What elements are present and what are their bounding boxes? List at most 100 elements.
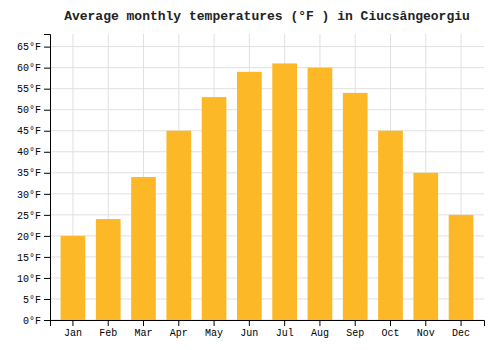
bar [378,131,403,320]
y-tick-mark [44,173,50,174]
grid-line-y [50,109,484,110]
y-tick: 40°F [17,147,50,158]
y-tick: 60°F [17,63,50,74]
x-tick-mark [214,320,215,326]
y-tick-mark [44,110,50,111]
y-tick-mark [44,320,50,321]
x-tick-label: Feb [99,328,117,339]
x-tick-mark [108,320,109,326]
bar [131,177,156,320]
y-tick: 65°F [17,42,50,53]
y-tick-label: 30°F [17,190,41,201]
x-tick-label: Apr [170,328,188,339]
x-tick-label: Jul [276,328,294,339]
y-tick-label: 0°F [23,316,41,327]
grid-line-y [50,130,484,131]
x-tick: Nov [417,320,435,339]
x-tick-mark [249,320,250,326]
x-tick-mark [178,320,179,326]
y-tick-mark [44,47,50,48]
x-tick-mark [355,320,356,326]
y-tick: 45°F [17,126,50,137]
x-tick: Dec [452,320,470,339]
y-tick-label: 20°F [17,232,41,243]
x-axis: Jan Feb Mar Apr May Jun Jul Aug Sep Oct Nov Dec [51,320,485,339]
y-axis: 0°F 5°F 10°F 15°F 20°F 25°F 30°F 35°F 40°F 45°F 50… [17,35,51,327]
y-tick-label: 25°F [17,211,41,222]
y-tick: 35°F [17,168,50,179]
x-tick-label: Aug [311,328,329,339]
bar [237,72,262,320]
bars [61,63,474,320]
grid-line-y [50,46,484,47]
x-tick-label: Jan [64,328,82,339]
x-tick-label: May [205,328,223,339]
bar [449,215,474,320]
x-tick: Mar [134,320,152,339]
y-tick-mark [44,194,50,195]
x-tick: Apr [170,320,188,339]
chart: Jan Feb Mar Apr May Jun Jul Aug Sep Oct Nov Dec 0°F 5… [0,0,500,350]
y-tick: 20°F [17,232,50,243]
y-tick-label: 10°F [17,274,41,285]
y-tick-mark [44,278,50,279]
x-tick-label: Dec [452,328,470,339]
x-tick-mark [461,320,462,326]
y-tick-mark [44,89,50,90]
y-tick-mark [44,236,50,237]
y-tick-mark [44,257,50,258]
y-tick-label: 35°F [17,168,41,179]
x-tick: Jun [240,320,258,339]
y-axis-line [44,35,51,321]
grid-line-y [50,67,484,68]
bar [96,219,121,320]
y-tick-label: 5°F [23,295,41,306]
grid [50,34,484,320]
x-tick-mark [425,320,426,326]
x-tick: May [205,320,223,339]
y-tick-mark [44,215,50,216]
x-tick-mark [390,320,391,326]
bar [202,97,227,320]
y-tick: 50°F [17,105,50,116]
x-tick: Jan [64,320,82,339]
bar [272,63,297,320]
x-tick: Feb [99,320,117,339]
y-tick-mark [44,152,50,153]
y-tick-mark [44,299,50,300]
x-axis-line [51,321,485,327]
bar [166,131,191,320]
y-tick-label: 45°F [17,126,41,137]
grid-line-y [50,88,484,89]
bar [308,68,333,320]
y-tick-label: 40°F [17,147,41,158]
y-tick-label: 55°F [17,84,41,95]
y-tick-label: 65°F [17,42,41,53]
y-tick-label: 50°F [17,105,41,116]
y-tick-mark [44,68,50,69]
y-tick: 10°F [17,274,50,285]
x-tick: Aug [311,320,329,339]
x-tick: Sep [346,320,364,339]
plot: Jan Feb Mar Apr May Jun Jul Aug Sep Oct Nov Dec 0°F 5… [17,34,485,339]
y-tick: 15°F [17,253,50,264]
y-tick-label: 15°F [17,253,41,264]
x-tick-label: Jun [240,328,258,339]
y-tick: 55°F [17,84,50,95]
y-tick-mark [44,131,50,132]
y-tick: 30°F [17,190,50,201]
x-tick-label: Nov [417,328,435,339]
x-tick-mark [319,320,320,326]
x-tick-mark [284,320,285,326]
x-tick-mark [72,320,73,326]
y-tick: 5°F [23,295,50,306]
bar [343,93,368,320]
y-tick: 25°F [17,211,50,222]
x-tick: Oct [381,320,399,339]
y-tick-label: 60°F [17,63,41,74]
title: Average monthly temperatures (°F ) in Ci… [64,9,470,24]
x-tick-mark [143,320,144,326]
bar [61,236,86,320]
x-tick-label: Mar [134,328,152,339]
y-tick: 0°F [23,316,50,327]
